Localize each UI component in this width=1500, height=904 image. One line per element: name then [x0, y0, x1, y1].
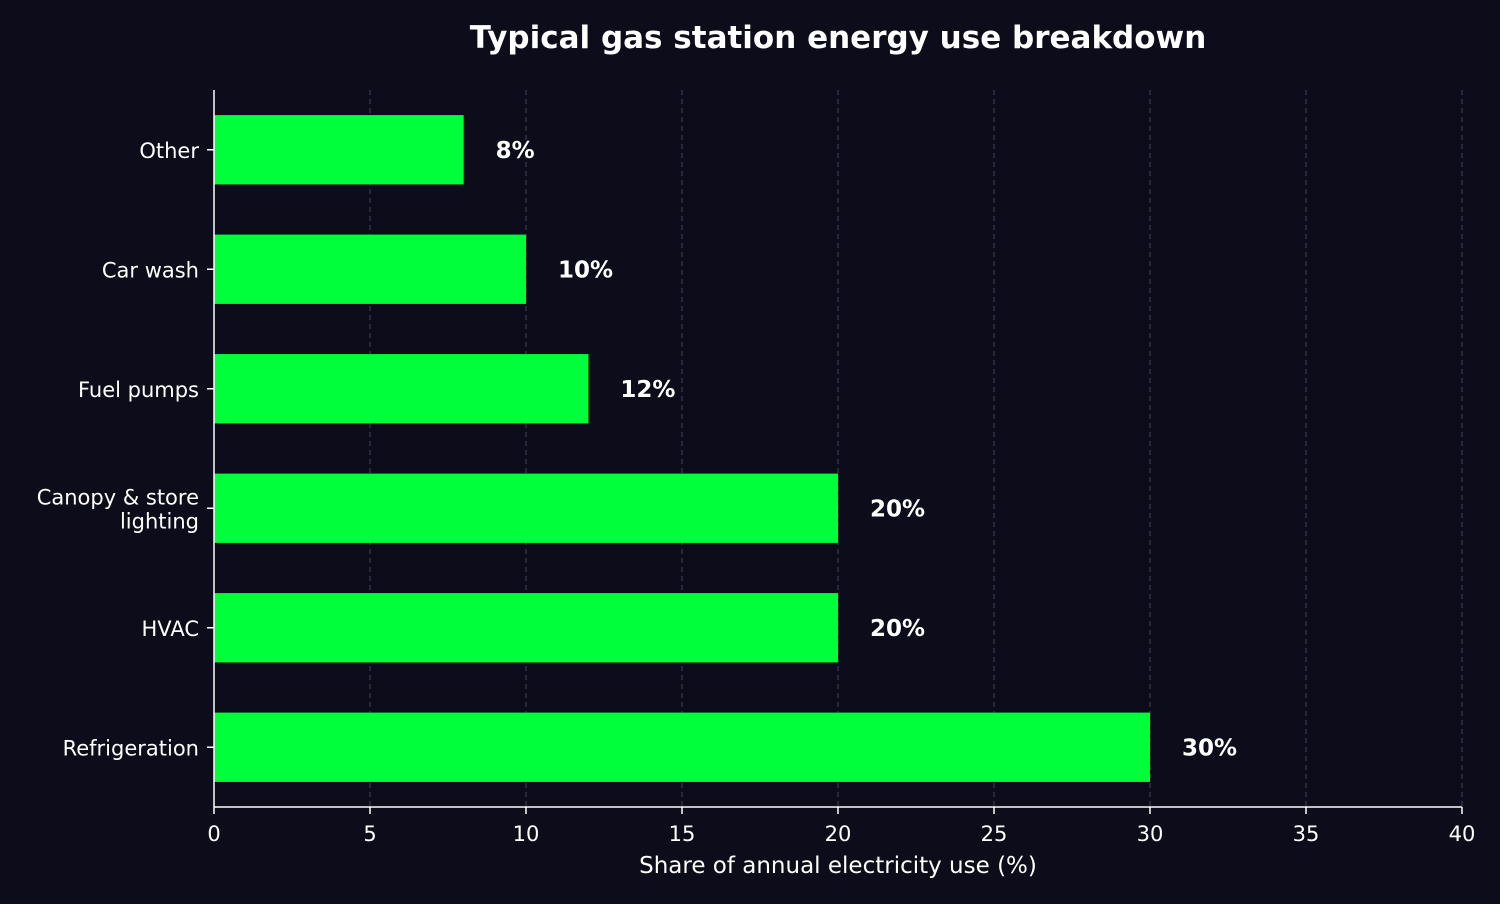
data-label-3: 20%	[870, 496, 925, 522]
labels: 8% Other 10% Car wash 12% Fuel pumps 20% Canopy…	[37, 138, 1476, 846]
grid-lines	[369, 90, 1463, 807]
data-label-1: 10%	[558, 257, 613, 283]
data-label-4: 20%	[870, 616, 925, 642]
bar-3	[214, 473, 838, 543]
bar-5	[214, 712, 1150, 782]
x-tick-label-35: 35	[1293, 822, 1320, 846]
bar-0	[214, 115, 464, 185]
x-tick-label-30: 30	[1137, 822, 1164, 846]
x-tick-label-40: 40	[1449, 822, 1476, 846]
bars	[214, 115, 1150, 782]
x-axis-title: Share of annual electricity use (%)	[639, 853, 1037, 879]
category-label-3: Canopy & store lighting	[37, 485, 199, 533]
bar-1	[214, 234, 526, 304]
category-label-2: Fuel pumps	[78, 378, 199, 402]
axes	[207, 90, 1463, 814]
data-label-5: 30%	[1182, 735, 1237, 761]
data-label-2: 12%	[620, 377, 675, 403]
x-tick-label-10: 10	[513, 822, 540, 846]
x-tick-label-20: 20	[825, 822, 852, 846]
x-tick-label-0: 0	[207, 822, 220, 846]
data-label-0: 8%	[496, 138, 535, 164]
x-tick-label-5: 5	[363, 822, 376, 846]
chart-title: Typical gas station energy use breakdown	[470, 20, 1207, 56]
category-label-4: HVAC	[142, 617, 199, 641]
x-tick-label-15: 15	[669, 822, 696, 846]
category-label-0: Other	[139, 139, 199, 163]
x-tick-label-25: 25	[981, 822, 1008, 846]
bar-2	[214, 354, 589, 424]
bar-4	[214, 593, 838, 663]
category-label-1: Car wash	[102, 258, 199, 282]
category-label-5: Refrigeration	[63, 736, 199, 760]
